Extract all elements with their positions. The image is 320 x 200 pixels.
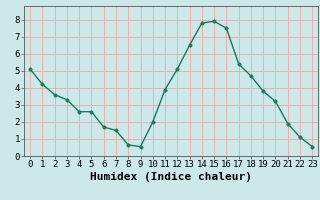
X-axis label: Humidex (Indice chaleur): Humidex (Indice chaleur) (90, 172, 252, 182)
